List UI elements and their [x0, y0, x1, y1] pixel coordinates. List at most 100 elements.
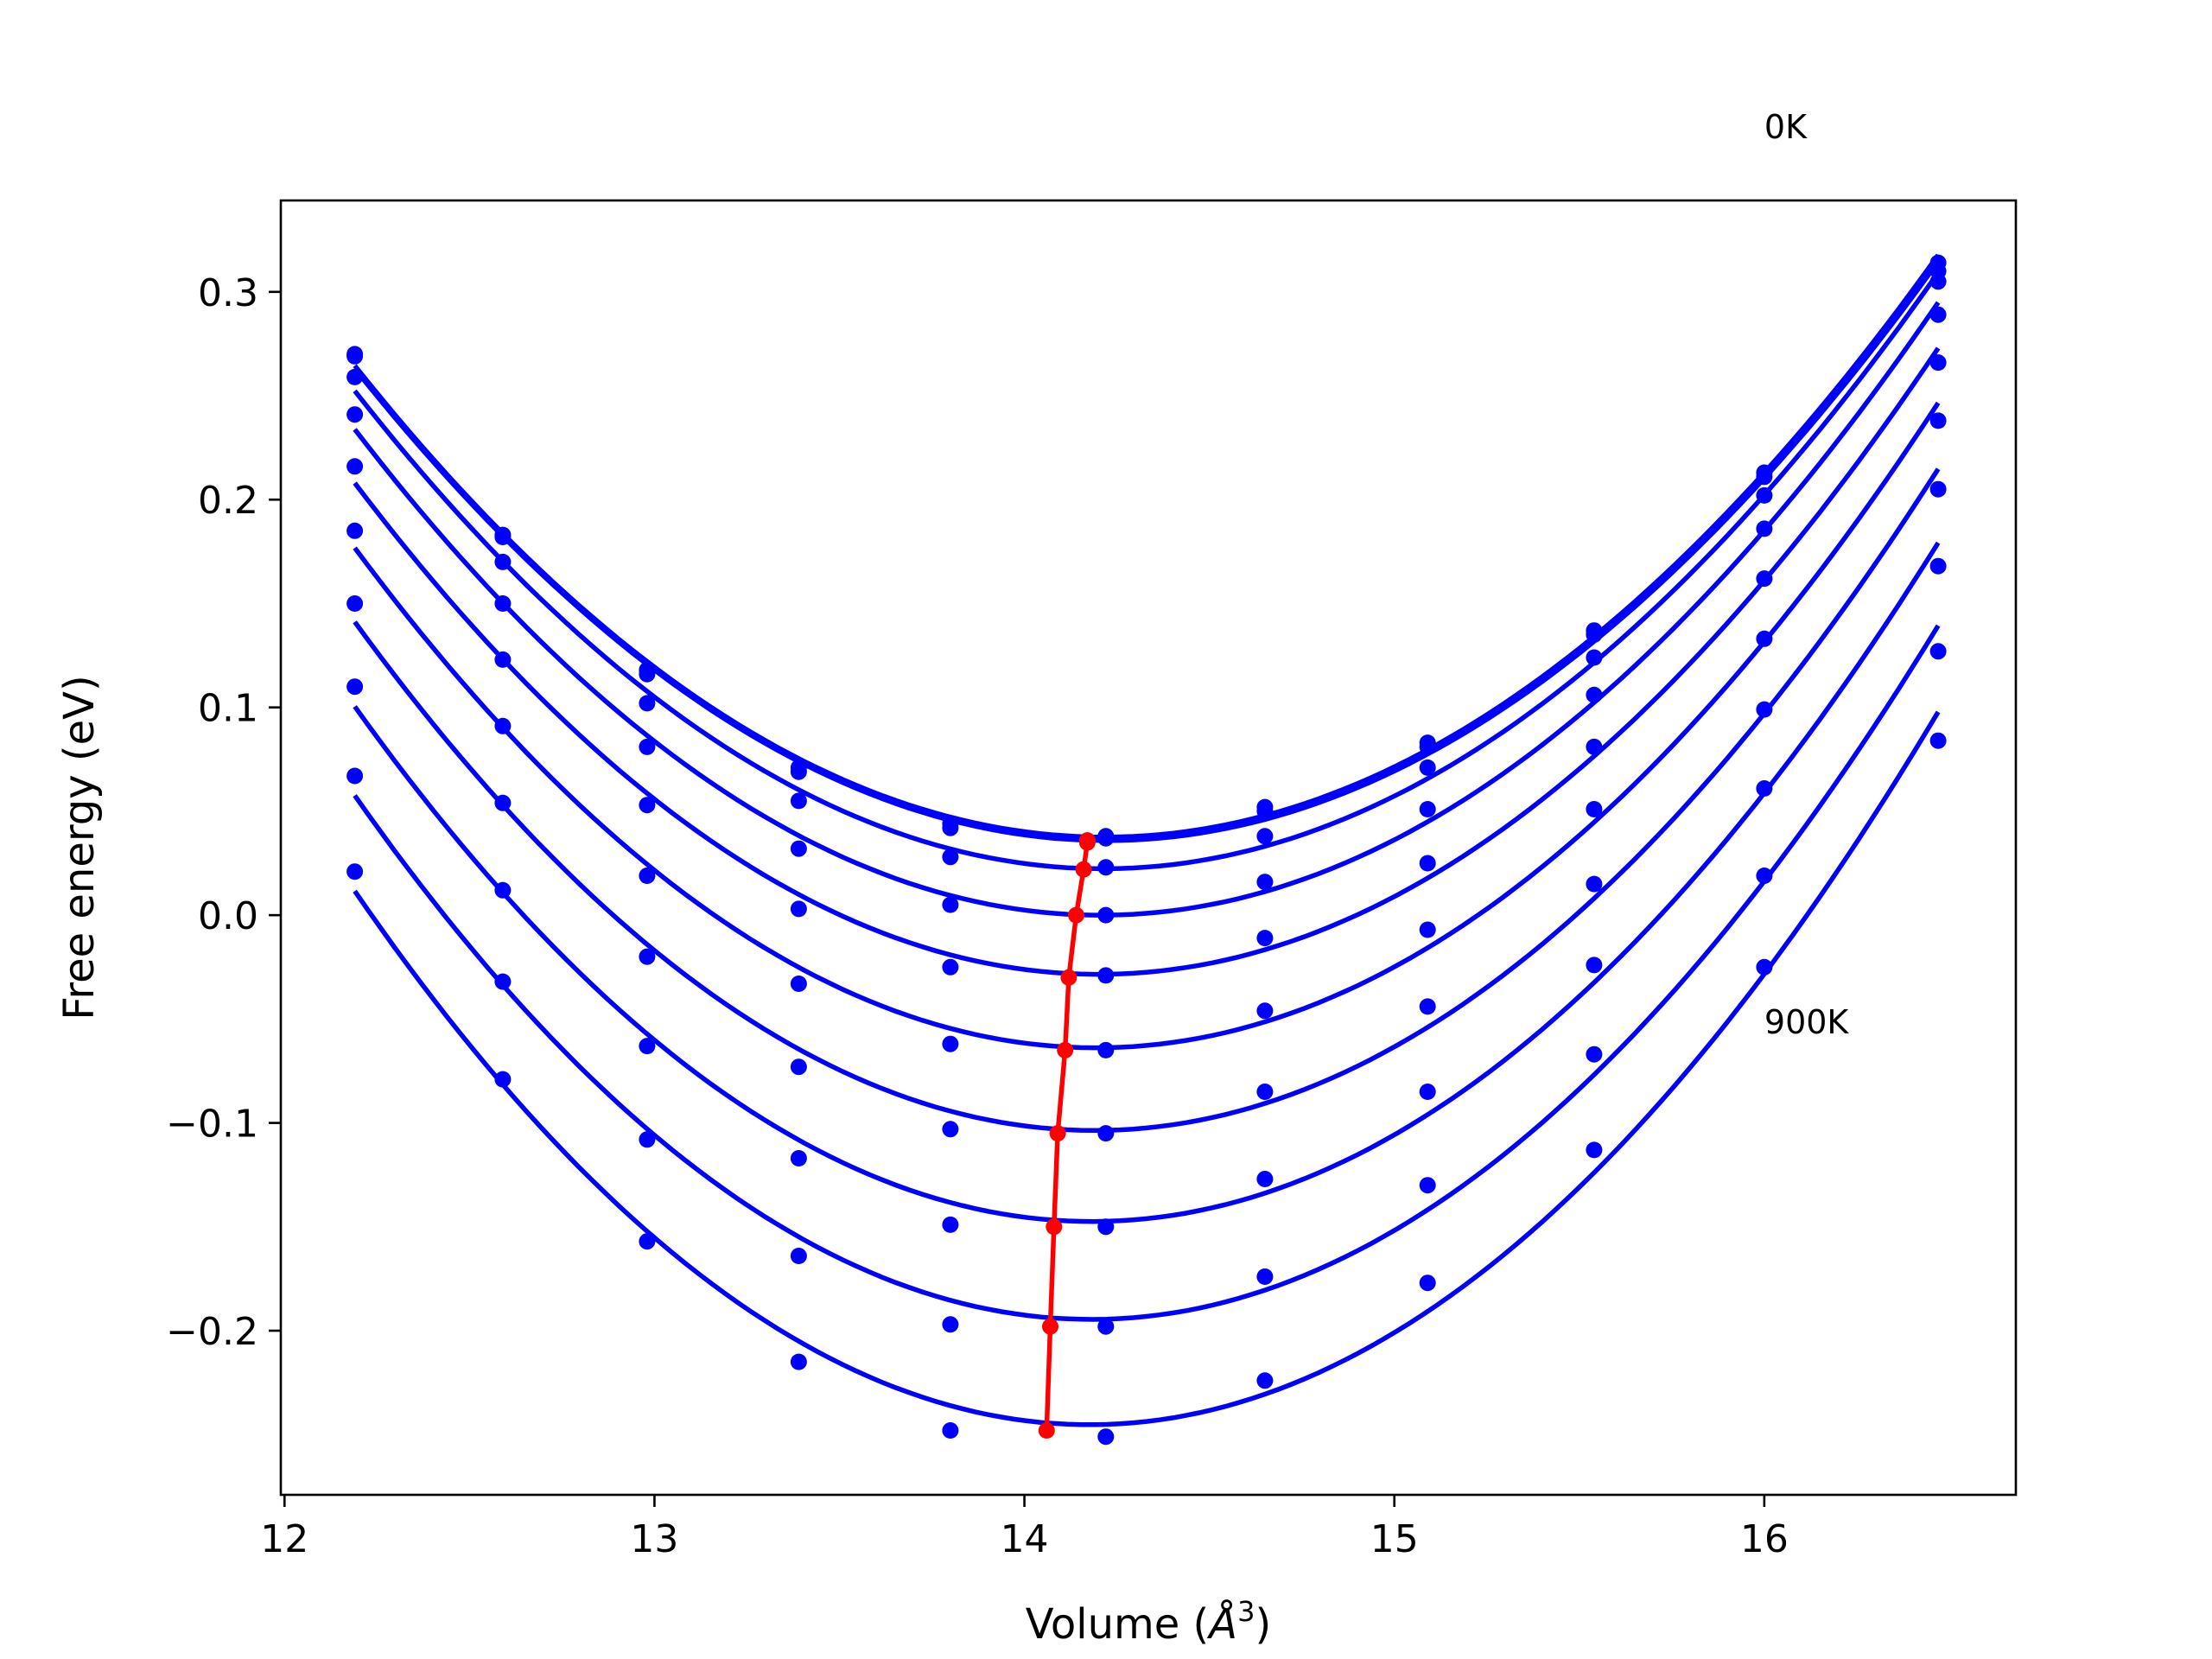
data-point-4-8 [1586, 738, 1603, 755]
data-point-5-10 [1929, 412, 1947, 429]
data-point-1-7 [1419, 738, 1436, 755]
axes-frame [279, 199, 2018, 1497]
data-point-4-1 [494, 651, 512, 668]
fit-curve-9 [353, 710, 1941, 1427]
y-tick-label-1: −0.1 [166, 1103, 258, 1147]
data-point-8-6 [1256, 1268, 1274, 1285]
data-point-9-10 [1929, 732, 1947, 749]
data-point-7-9 [1756, 780, 1773, 797]
data-point-3-0 [346, 406, 364, 423]
minimum-path-line [1044, 840, 1090, 1431]
data-point-1-6 [1256, 803, 1274, 820]
data-point-1-4 [942, 819, 959, 836]
data-point-4-7 [1419, 855, 1436, 872]
x-axis-ticks: 12 13 14 15 16 [260, 1495, 1789, 1561]
data-point-5-2 [639, 868, 656, 884]
annotation-0: 0K [1764, 108, 1808, 146]
minimum-point-3 [1068, 906, 1084, 924]
x-axis-label-text: Volume [1026, 1600, 1180, 1649]
data-point-9-0 [346, 863, 364, 880]
data-point-4-0 [346, 458, 364, 475]
data-point-2-8 [1586, 649, 1603, 666]
y-tick-label-3: 0.1 [198, 687, 258, 731]
y-tick-label-0: −0.2 [166, 1310, 258, 1354]
data-point-1-0 [346, 347, 364, 365]
data-point-8-4 [942, 1316, 959, 1333]
data-point-1-1 [494, 529, 512, 545]
data-point-3-1 [494, 595, 512, 612]
minimum-path [1038, 832, 1096, 1439]
data-point-2-2 [639, 695, 656, 712]
x-axis-unit-exponent: 3 [1237, 1595, 1255, 1628]
x-tick-label-2: 14 [1001, 1517, 1049, 1561]
data-point-5-4 [942, 1035, 959, 1052]
data-point-2-6 [1256, 828, 1274, 845]
fit-curves [353, 253, 1941, 1427]
data-point-6-5 [1097, 1125, 1115, 1142]
data-point-7-3 [790, 1150, 807, 1166]
y-tick-label-2: 0.0 [198, 894, 258, 938]
data-point-8-9 [1756, 868, 1773, 884]
data-point-1-5 [1097, 830, 1115, 847]
data-point-8-10 [1929, 643, 1947, 660]
data-point-1-8 [1586, 626, 1603, 643]
data-point-9-6 [1256, 1372, 1274, 1389]
minimum-point-4 [1060, 969, 1077, 986]
data-point-9-7 [1419, 1274, 1436, 1292]
annotations: 0K 900K [1764, 108, 1850, 1041]
data-point-6-10 [1929, 480, 1947, 498]
data-point-9-1 [494, 1071, 512, 1088]
data-point-2-0 [346, 368, 364, 385]
x-tick-label-0: 12 [260, 1517, 308, 1561]
data-point-9-9 [1756, 958, 1773, 976]
y-tick-label-5: 0.3 [198, 271, 258, 315]
data-point-8-8 [1586, 1046, 1603, 1063]
minimum-point-1 [1078, 834, 1096, 851]
data-point-4-3 [790, 900, 807, 918]
data-point-5-1 [494, 717, 512, 734]
data-point-3-3 [790, 840, 807, 857]
data-point-6-2 [639, 948, 656, 965]
fit-curve-2 [353, 270, 1941, 872]
data-point-3-8 [1586, 686, 1603, 703]
fit-curve-6 [353, 467, 1941, 1134]
data-point-5-8 [1586, 801, 1603, 817]
minimum-point-5 [1057, 1041, 1074, 1058]
data-point-5-5 [1097, 1041, 1115, 1058]
data-point-6-7 [1419, 998, 1436, 1015]
data-point-2-9 [1756, 486, 1773, 504]
data-point-7-2 [639, 1038, 656, 1055]
data-point-3-5 [1097, 906, 1115, 924]
x-tick-label-3: 15 [1370, 1517, 1419, 1561]
data-point-3-9 [1756, 520, 1773, 537]
data-point-4-9 [1756, 570, 1773, 588]
data-point-2-3 [790, 792, 807, 810]
data-point-2-10 [1929, 273, 1947, 290]
data-point-7-7 [1419, 1084, 1436, 1100]
data-point-4-5 [1097, 967, 1115, 984]
y-axis-ticks: −0.2 −0.1 0.0 0.1 0.2 0.3 [166, 271, 281, 1354]
data-point-2-7 [1419, 759, 1436, 776]
data-point-6-9 [1756, 701, 1773, 718]
data-point-3-6 [1256, 874, 1274, 891]
data-point-1-9 [1756, 468, 1773, 486]
fit-curve-4 [353, 346, 1941, 977]
annotation-1: 900K [1764, 1003, 1850, 1041]
data-point-2-1 [494, 553, 512, 570]
x-axis-label: Volume (Å3) [1026, 1595, 1271, 1649]
data-point-4-10 [1929, 354, 1947, 372]
data-point-7-8 [1586, 957, 1603, 974]
data-point-8-2 [639, 1131, 656, 1148]
data-point-8-0 [346, 767, 364, 785]
fit-curve-8 [353, 624, 1941, 1322]
minimum-point-6 [1049, 1125, 1066, 1142]
data-point-6-3 [790, 1058, 807, 1076]
data-point-9-3 [790, 1353, 807, 1370]
x-tick-label-1: 13 [630, 1517, 678, 1561]
data-point-9-5 [1097, 1428, 1115, 1446]
data-point-5-3 [790, 976, 807, 992]
data-point-7-1 [494, 881, 512, 899]
data-point-7-4 [942, 1216, 959, 1233]
data-point-7-5 [1097, 1218, 1115, 1236]
